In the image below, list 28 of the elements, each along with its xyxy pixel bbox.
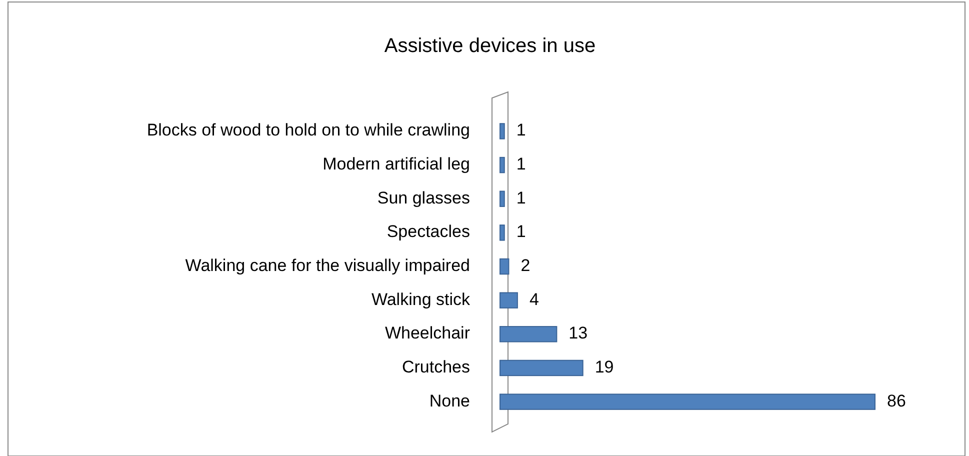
bar	[500, 326, 558, 342]
bar	[500, 360, 584, 376]
data-label: 86	[887, 391, 906, 410]
data-label: 19	[594, 357, 614, 376]
data-label: 1	[516, 154, 526, 174]
chart-title: Assistive devices in use	[384, 35, 596, 57]
bar	[500, 292, 518, 308]
y-tick-label: Walking cane for the visually impaired	[185, 256, 470, 275]
y-tick-label: Wheelchair	[384, 324, 470, 343]
y-tick-label: Spectacles	[386, 222, 470, 242]
y-tick-label: Crutches	[402, 357, 470, 376]
bar	[500, 123, 505, 140]
data-label: 1	[516, 188, 526, 208]
y-tick-label: Blocks of wood to hold on to while crawling	[146, 120, 470, 140]
bar	[500, 258, 510, 275]
y-tick-label: Sun glasses	[377, 188, 470, 208]
bar	[500, 394, 876, 410]
bar	[500, 224, 505, 241]
data-label: 13	[568, 324, 588, 343]
y-tick-label: Modern artificial leg	[322, 154, 470, 174]
y-tick-label: None	[429, 391, 470, 410]
data-label: 1	[516, 120, 526, 140]
bar	[500, 190, 505, 207]
data-label: 2	[520, 256, 530, 275]
data-label: 4	[529, 290, 539, 309]
y-tick-label: Walking stick	[371, 290, 470, 309]
data-label: 1	[516, 222, 526, 242]
bar	[500, 156, 505, 174]
